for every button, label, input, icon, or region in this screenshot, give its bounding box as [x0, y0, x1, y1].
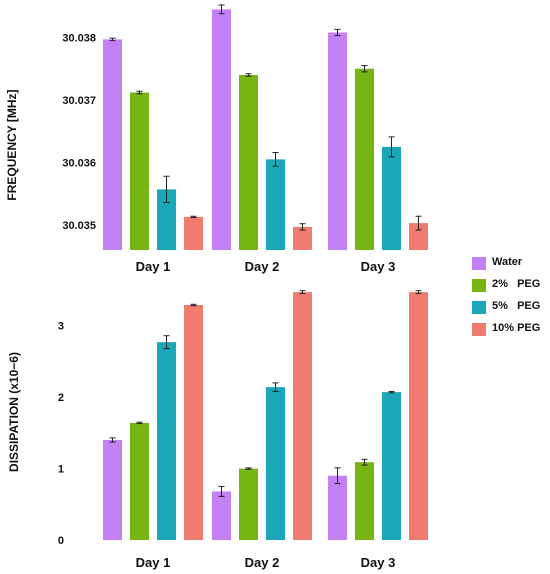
frequency-bar-2-peg: [130, 92, 149, 250]
legend-swatch-10-peg: [472, 323, 486, 336]
frequency-bar-10-peg: [409, 223, 428, 250]
dissipation-bar-2-peg: [239, 468, 258, 540]
frequency-y-tick-label: 30.038: [62, 33, 96, 45]
dissipation-bar-water: [328, 475, 347, 540]
frequency-category-label: Day 3: [361, 259, 396, 274]
dissipation-bar-10-peg: [184, 305, 203, 540]
frequency-y-tick-label: 30.036: [62, 158, 96, 170]
dissipation-bar-water: [103, 440, 122, 540]
dissipation-bar-5-peg: [266, 387, 285, 540]
frequency-bar-water: [212, 9, 231, 250]
frequency-y-tick-label: 30.037: [62, 95, 96, 107]
dissipation-y-tick-label: 0: [58, 535, 64, 547]
dissipation-bar-10-peg: [293, 292, 312, 540]
legend-label-5-peg: 5% PEG: [492, 300, 541, 312]
dissipation-bar-water: [212, 491, 231, 540]
legend-label-water: Water: [492, 256, 523, 268]
frequency-bar-10-peg: [293, 226, 312, 250]
frequency-category-label: Day 2: [245, 259, 280, 274]
legend-swatch-2-peg: [472, 279, 486, 292]
dissipation-bar-2-peg: [355, 462, 374, 540]
dissipation-y-tick-label: 1: [58, 464, 64, 476]
frequency-bar-2-peg: [355, 68, 374, 250]
dissipation-bar-2-peg: [130, 422, 149, 540]
dissipation-category-label: Day 2: [245, 555, 280, 570]
dissipation-bar-10-peg: [409, 292, 428, 540]
dissipation-category-label: Day 1: [136, 555, 171, 570]
dissipation-category-label: Day 3: [361, 555, 396, 570]
dissipation-y-tick-label: 3: [58, 321, 64, 333]
dissipation-bar-5-peg: [382, 392, 401, 540]
frequency-bar-5-peg: [382, 146, 401, 250]
frequency-y-tick-label: 30.035: [62, 220, 96, 232]
frequency-category-label: Day 1: [136, 259, 171, 274]
legend-swatch-5-peg: [472, 301, 486, 314]
frequency-y-axis-label: FREQUENCY [MHz]: [5, 89, 19, 200]
dissipation-y-axis-label: DISSIPATION (x10−6): [7, 352, 21, 472]
frequency-bar-5-peg: [266, 159, 285, 250]
frequency-bar-10-peg: [184, 216, 203, 250]
dissipation-bar-5-peg: [157, 342, 176, 540]
legend-label-2-peg: 2% PEG: [492, 278, 541, 290]
frequency-bar-5-peg: [157, 189, 176, 250]
frequency-bar-2-peg: [239, 75, 258, 250]
frequency-bar-water: [103, 39, 122, 250]
legend-label-10-peg: 10% PEG: [492, 322, 541, 334]
legend-swatch-water: [472, 257, 486, 270]
frequency-bar-water: [328, 32, 347, 250]
dissipation-y-tick-label: 2: [58, 392, 64, 404]
